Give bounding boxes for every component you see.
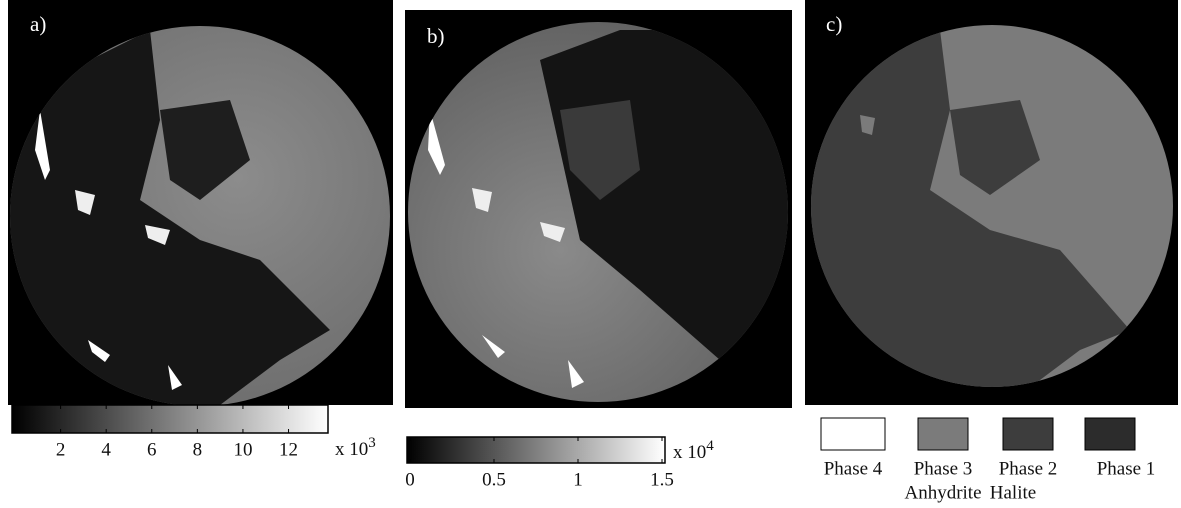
tick-label: 1 [573,469,583,490]
legend-swatch [1003,418,1053,450]
legend-label: Phase 1 [1097,458,1156,479]
tick-label: 6 [147,439,157,460]
legend-swatch [821,418,885,450]
legend-sublabel: Halite [990,482,1036,503]
ct-image-b [405,10,792,408]
legend-label: Phase 4 [824,458,883,479]
tick-label: 12 [279,439,298,460]
multiplier-base: x 10 [335,439,368,460]
legend-label: Phase 3 [914,458,973,479]
legend-swatch [918,418,968,450]
tick-label: 8 [193,439,203,460]
multiplier-exponent: 3 [368,435,376,451]
colorbar [12,405,328,433]
tick-label: 1.5 [650,469,674,490]
legend-label: Phase 2 [999,458,1058,479]
panel-label: b) [427,24,445,48]
multiplier: x 104 [673,438,714,463]
tick-label: 0.5 [482,469,506,490]
figure: a) b) c) 24681012x 10300.511.5x 104Phase… [0,0,1181,508]
panel-label: c) [826,12,842,36]
multiplier-exponent: 4 [706,438,714,454]
multiplier: x 103 [335,435,376,460]
colorbar [407,437,665,463]
multiplier-base: x 10 [673,442,706,463]
tick-label: 10 [233,439,252,460]
segmented-image-c [805,0,1178,410]
tick-label: 4 [101,439,111,460]
panel-label: a) [30,12,46,36]
tick-label: 0 [405,469,415,490]
ct-image-a [8,0,393,420]
tick-label: 2 [56,439,66,460]
legend-swatch [1085,418,1135,450]
legend-sublabel: Anhydrite [904,482,981,503]
